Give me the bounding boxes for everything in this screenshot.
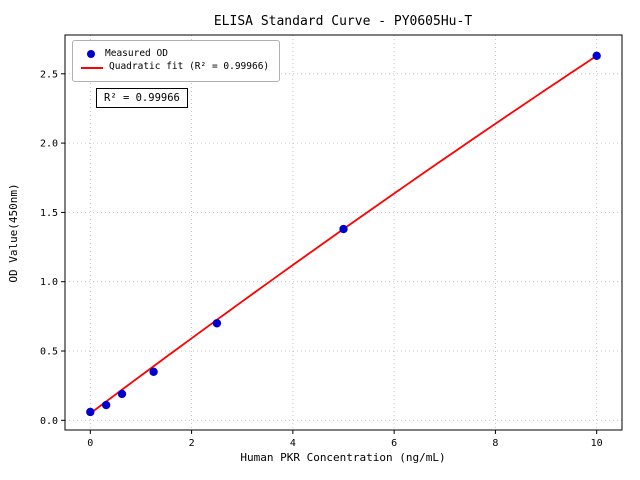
legend-label-measured: Measured OD <box>105 48 168 59</box>
r-squared-annotation: R² = 0.99966 <box>96 88 188 108</box>
svg-text:2: 2 <box>189 438 195 449</box>
svg-text:6: 6 <box>391 438 397 449</box>
svg-text:2.5: 2.5 <box>40 69 58 80</box>
plot-frame <box>64 34 623 431</box>
svg-text:0.0: 0.0 <box>40 416 58 427</box>
svg-text:0: 0 <box>87 438 93 449</box>
x-axis-label: Human PKR Concentration (ng/mL) <box>240 451 445 464</box>
svg-text:1.5: 1.5 <box>40 208 58 219</box>
svg-text:10: 10 <box>591 438 603 449</box>
legend-label-fit: Quadratic fit (R² = 0.99966) <box>109 61 270 73</box>
legend-item-fit: Quadratic fit (R² = 0.99966) <box>81 61 270 73</box>
data-series <box>86 51 601 417</box>
y-axis-label: OD Value(450nm) <box>7 183 20 282</box>
svg-text:8: 8 <box>492 438 498 449</box>
svg-text:1.0: 1.0 <box>40 277 58 288</box>
line-marker-icon <box>81 66 103 69</box>
legend: Measured OD Quadratic fit (R² = 0.99966) <box>72 40 281 82</box>
chart-title: ELISA Standard Curve - PY0605Hu-T <box>214 14 472 29</box>
svg-text:2.0: 2.0 <box>40 139 58 150</box>
svg-text:0.5: 0.5 <box>40 347 58 358</box>
legend-item-measured: Measured OD <box>81 48 269 59</box>
scatter-marker-icon <box>87 50 95 59</box>
svg-text:4: 4 <box>290 438 296 449</box>
